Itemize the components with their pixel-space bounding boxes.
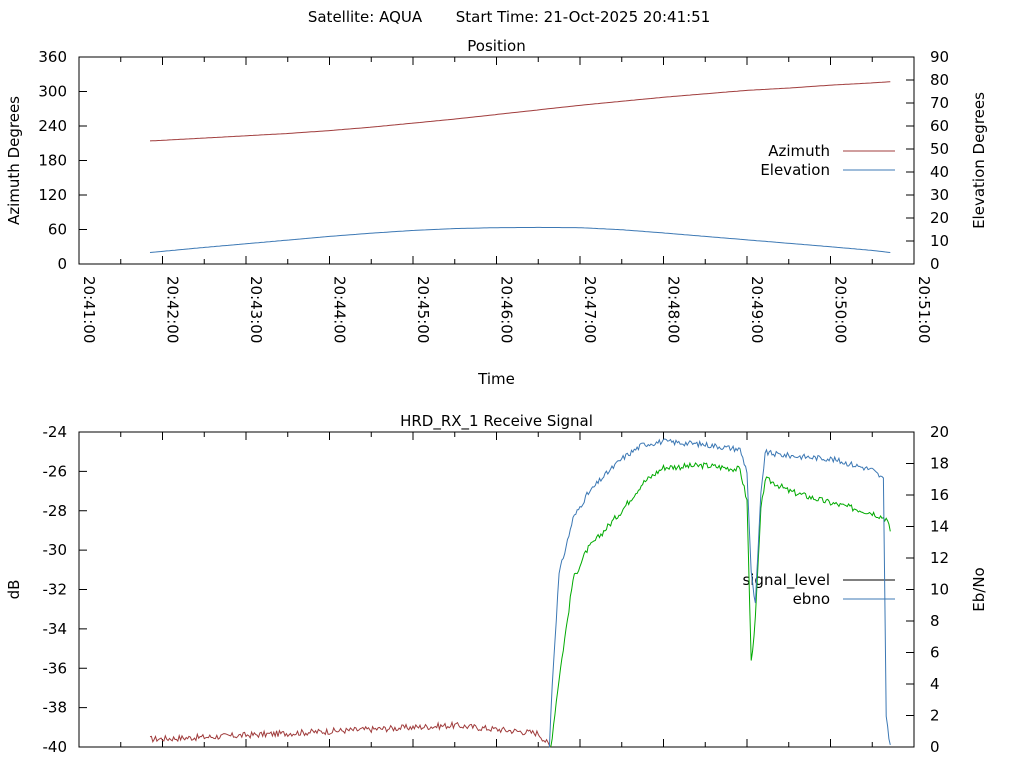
y-tick-label: -24 bbox=[43, 423, 68, 441]
chart-title: HRD_RX_1 Receive Signal bbox=[400, 412, 593, 431]
satellite-label: Satellite: AQUA bbox=[308, 8, 423, 26]
y-tick-label: -36 bbox=[43, 659, 68, 677]
y2-tick-label: 20 bbox=[930, 423, 949, 441]
y2-tick-label: 4 bbox=[930, 675, 940, 693]
legend-label: Elevation bbox=[760, 161, 830, 179]
y2-tick-label: 10 bbox=[930, 581, 949, 599]
y2-tick-label: 80 bbox=[930, 71, 949, 89]
series-line-elevation bbox=[149, 226, 891, 253]
y2-tick-label: 60 bbox=[930, 117, 949, 135]
y2-tick-label: 90 bbox=[930, 48, 949, 66]
y-tick-label: -30 bbox=[43, 541, 68, 559]
y-axis-label: dB bbox=[5, 580, 23, 600]
y2-tick-label: 8 bbox=[930, 612, 940, 630]
y-tick-label: 180 bbox=[38, 152, 67, 170]
legend-label: ebno bbox=[793, 590, 830, 608]
y2-tick-label: 14 bbox=[930, 518, 949, 536]
y2-tick-label: 30 bbox=[930, 186, 949, 204]
y-tick-label: 240 bbox=[38, 117, 67, 135]
series-line-ebno bbox=[548, 438, 891, 748]
y2-tick-label: 16 bbox=[930, 486, 949, 504]
figure-header: Satellite: AQUA Start Time: 21-Oct-2025 … bbox=[308, 8, 710, 26]
x-tick-label: 20:48:00 bbox=[665, 276, 683, 343]
y2-tick-label: 20 bbox=[930, 209, 949, 227]
chart-title: Position bbox=[467, 37, 525, 55]
y-axis-label: Azimuth Degrees bbox=[5, 96, 23, 225]
y2-tick-label: 6 bbox=[930, 644, 940, 662]
y-tick-label: 120 bbox=[38, 186, 67, 204]
x-tick-label: 20:46:00 bbox=[498, 276, 516, 343]
y-tick-label: -32 bbox=[43, 581, 68, 599]
y2-tick-label: 70 bbox=[930, 94, 949, 112]
x-tick-label: 20:49:00 bbox=[748, 276, 766, 343]
series-line-signal-level-high bbox=[550, 461, 891, 748]
position-chart: Position 0 60 120 180 240 300 360 0 10 20 30 40 50 60 7… bbox=[5, 37, 988, 388]
series-line-azimuth bbox=[149, 81, 891, 142]
y2-axis-label: Elevation Degrees bbox=[970, 92, 988, 229]
y2-tick-label: 18 bbox=[930, 455, 949, 473]
x-tick-label: 20:51:00 bbox=[915, 276, 933, 343]
legend-label: Azimuth bbox=[768, 142, 830, 160]
y-tick-label: -28 bbox=[43, 502, 68, 520]
y2-tick-label: 0 bbox=[930, 255, 940, 273]
x-tick-label: 20:43:00 bbox=[247, 276, 265, 343]
y-tick-label: -26 bbox=[43, 462, 68, 480]
x-tick-label: 20:42:00 bbox=[164, 276, 182, 343]
plot-frame bbox=[78, 431, 915, 748]
y-tick-label: 0 bbox=[57, 255, 67, 273]
x-tick-label: 20:45:00 bbox=[414, 276, 432, 343]
y-tick-label: -38 bbox=[43, 699, 68, 717]
y2-tick-label: 40 bbox=[930, 163, 949, 181]
x-axis-label: Time bbox=[477, 370, 515, 388]
legend-label: signal_level bbox=[742, 571, 830, 590]
receive-signal-chart: HRD_RX_1 Receive Signal -40 -38 -36 -34 -32 -3… bbox=[5, 412, 988, 756]
y2-tick-label: 0 bbox=[930, 738, 940, 756]
series-line-signal-level-low bbox=[149, 720, 552, 748]
start-time-label: Start Time: 21-Oct-2025 20:41:51 bbox=[456, 8, 711, 26]
x-tick-label: 20:50:00 bbox=[832, 276, 850, 343]
y2-tick-label: 2 bbox=[930, 707, 940, 725]
y2-tick-label: 50 bbox=[930, 140, 949, 158]
y-tick-label: -40 bbox=[43, 738, 68, 756]
y-tick-label: 360 bbox=[38, 48, 67, 66]
y-tick-label: 60 bbox=[48, 221, 67, 239]
x-tick-label: 20:47:00 bbox=[581, 276, 599, 343]
y-tick-label: 300 bbox=[38, 83, 67, 101]
x-tick-label: 20:44:00 bbox=[331, 276, 349, 343]
y2-tick-label: 12 bbox=[930, 549, 949, 567]
y2-tick-label: 10 bbox=[930, 232, 949, 250]
x-tick-label: 20:41:00 bbox=[80, 276, 98, 343]
y-tick-label: -34 bbox=[43, 620, 68, 638]
y2-axis-label: Eb/No bbox=[970, 567, 988, 611]
